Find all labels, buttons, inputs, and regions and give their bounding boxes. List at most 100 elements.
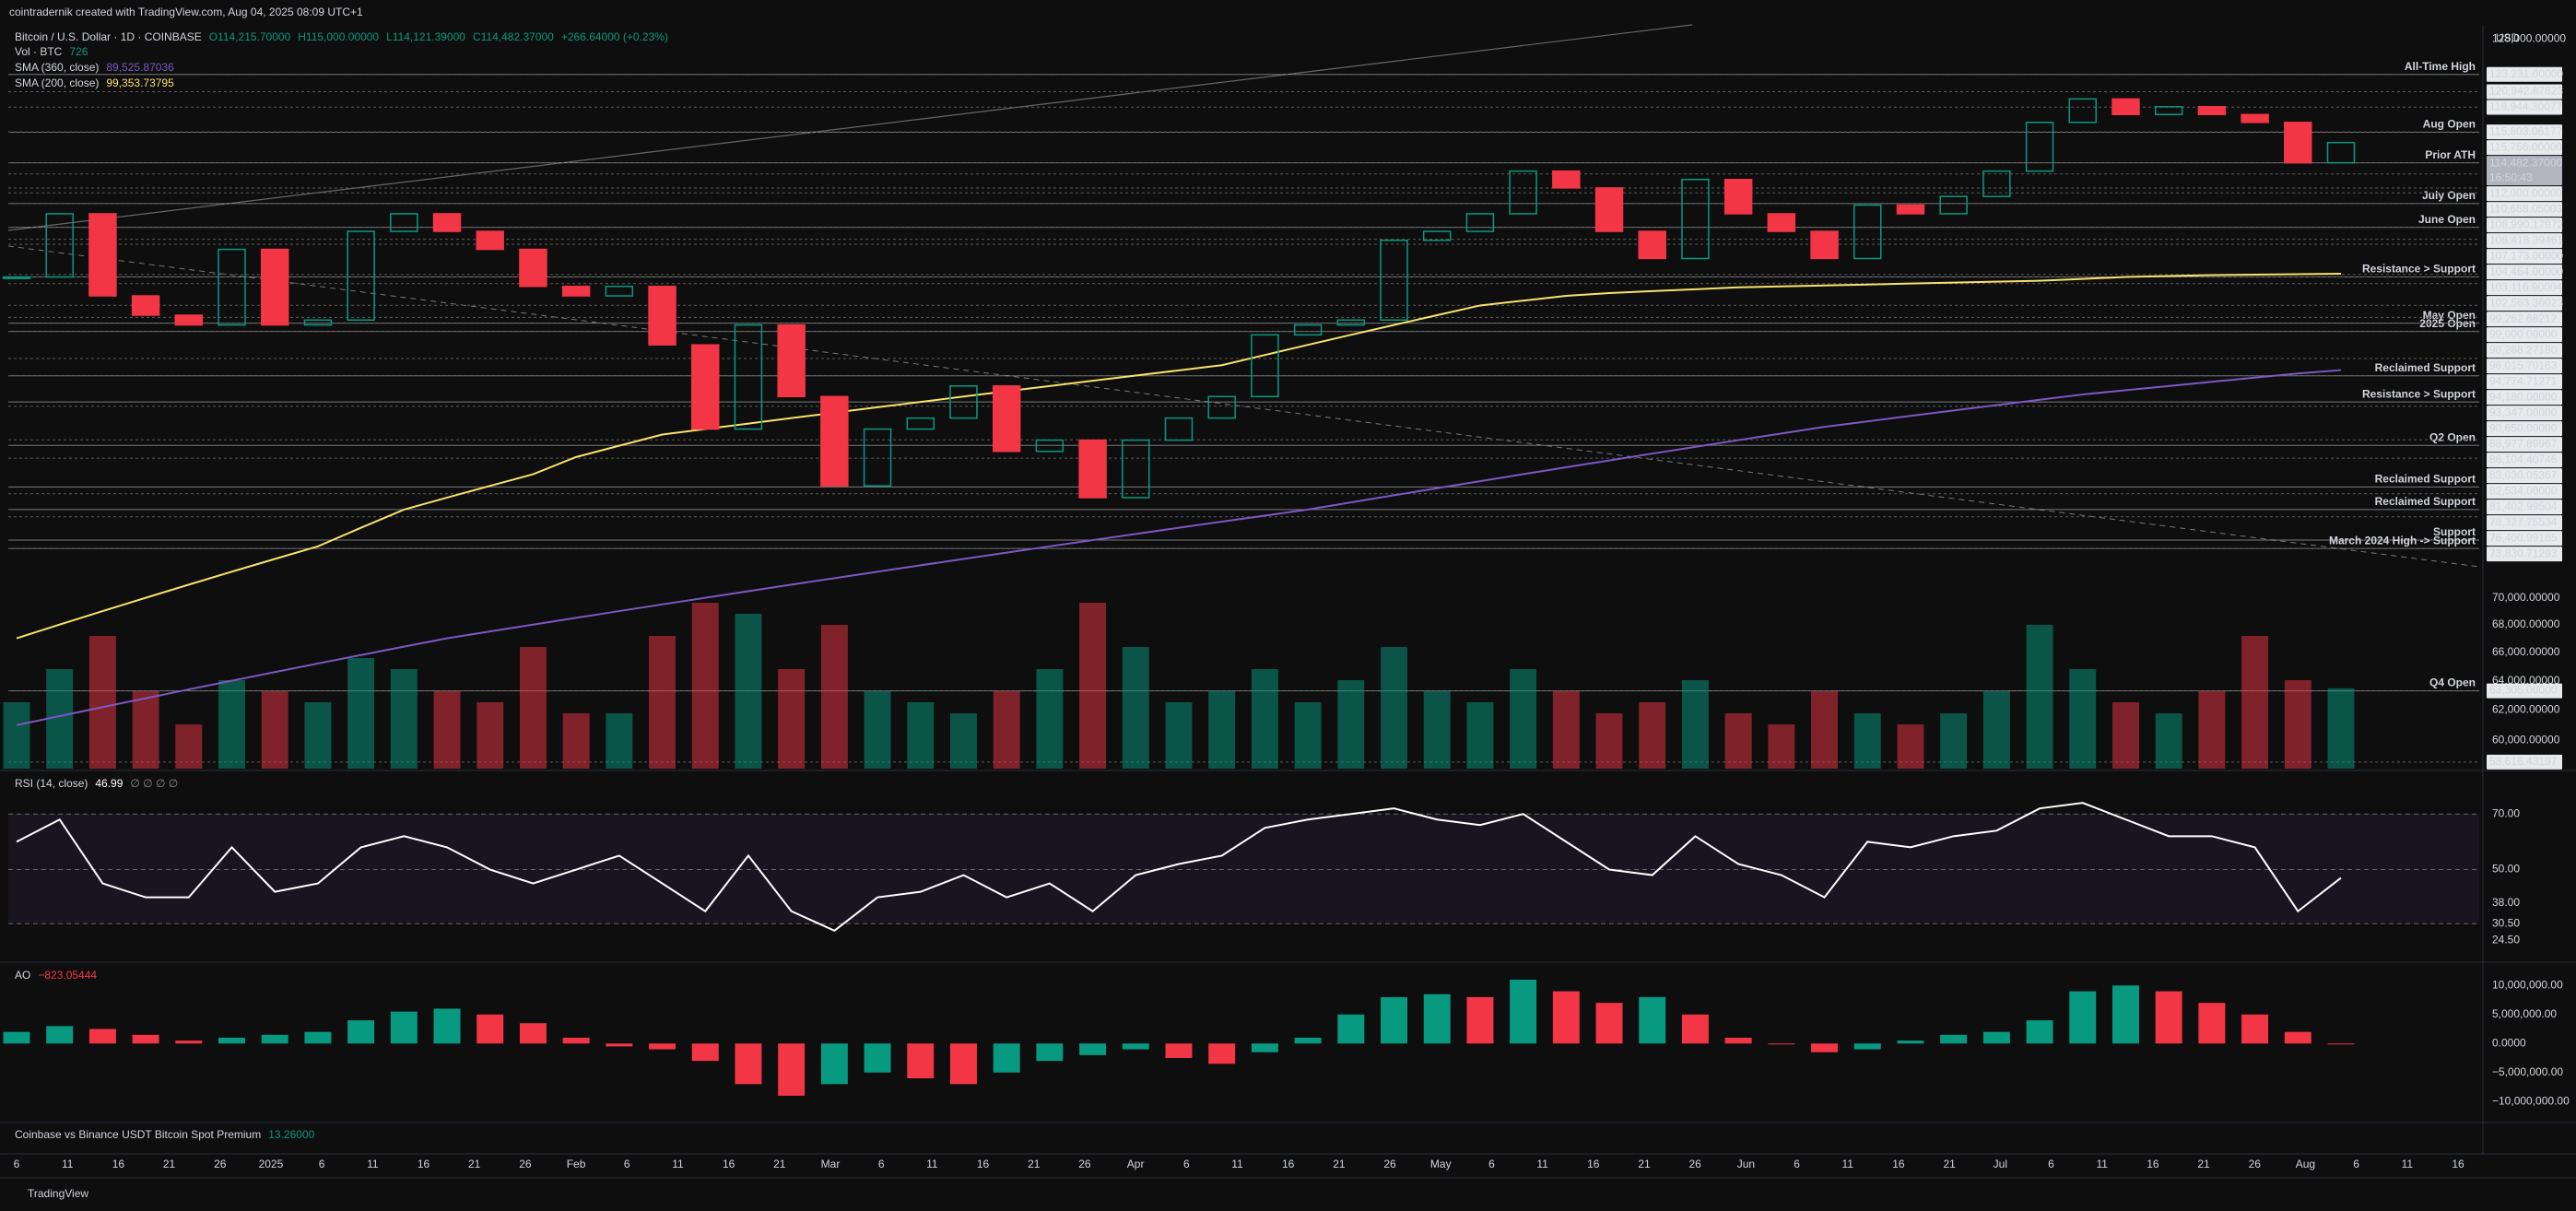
candle bbox=[303, 319, 333, 326]
candle bbox=[992, 385, 1021, 453]
rsi-tick-label: 70.00 bbox=[2492, 806, 2520, 819]
current-price-label: 114,482.37000 bbox=[2489, 156, 2563, 169]
candle bbox=[1767, 213, 1796, 232]
volume-bar bbox=[88, 636, 116, 769]
x-tick-label: 16 bbox=[418, 1158, 430, 1170]
level-label: Resistance > Support bbox=[2362, 387, 2476, 400]
price-mark-box bbox=[2487, 500, 2562, 515]
price-mark-label: 98,288.27180 bbox=[2489, 343, 2558, 356]
x-tick-label: 11 bbox=[1842, 1158, 1854, 1170]
volume-bar bbox=[2155, 713, 2182, 769]
rsi-tick-label: 30.50 bbox=[2492, 916, 2520, 929]
volume-bar bbox=[1510, 669, 1537, 769]
volume-bar bbox=[433, 691, 461, 769]
candle bbox=[1853, 204, 1882, 260]
ao-bar bbox=[691, 1043, 719, 1062]
y-tick-label: 60,000.00000 bbox=[2492, 734, 2560, 747]
ao-bar bbox=[2069, 991, 2097, 1044]
sma360-value: 89,525.87036 bbox=[106, 61, 174, 74]
price-mark-label: 110,658.05003 bbox=[2489, 202, 2563, 215]
price-mark-label: 86,104.40746 bbox=[2489, 453, 2558, 465]
candle bbox=[519, 248, 547, 288]
volume-bar bbox=[1337, 680, 1365, 769]
price-mark-box bbox=[2487, 359, 2562, 374]
candle bbox=[863, 428, 892, 487]
x-tick-label: 2025 bbox=[259, 1158, 284, 1170]
price-mark-box bbox=[2487, 515, 2562, 531]
ao-tick-label: 5,000,000.00 bbox=[2492, 1007, 2557, 1020]
candle bbox=[174, 314, 204, 326]
ao-bar bbox=[2284, 1031, 2311, 1044]
ao-bar bbox=[519, 1023, 547, 1044]
candle bbox=[2284, 122, 2312, 164]
y-tick-label: 64,000.00000 bbox=[2492, 674, 2560, 687]
volume-bar bbox=[347, 658, 375, 769]
candle bbox=[1207, 395, 1236, 419]
ao-bar bbox=[1036, 1043, 1064, 1062]
price-mark-label: 99,262.68212 bbox=[2489, 312, 2558, 324]
volume-bar bbox=[1595, 713, 1623, 769]
ao-bar bbox=[778, 1043, 806, 1096]
trendline bbox=[7, 24, 1693, 231]
sma-line bbox=[16, 272, 2342, 640]
price-mark-box bbox=[2487, 374, 2562, 390]
volume-bar bbox=[390, 669, 418, 769]
x-tick-label: 16 bbox=[977, 1158, 990, 1170]
ao-bar bbox=[1122, 1043, 1149, 1050]
footer: TradingView bbox=[28, 1187, 88, 1200]
volume-bar bbox=[1940, 713, 1968, 769]
level-label: July Open bbox=[2422, 189, 2476, 202]
candle bbox=[45, 213, 74, 278]
ao-bar bbox=[175, 1041, 203, 1044]
volume-bar bbox=[2241, 636, 2269, 769]
ao-bar bbox=[735, 1043, 762, 1085]
volume-bar bbox=[175, 724, 203, 769]
volume-bar bbox=[1466, 702, 1494, 769]
ao-bar bbox=[1466, 996, 1494, 1044]
ao-bar bbox=[1165, 1043, 1193, 1058]
candle bbox=[1638, 230, 1666, 260]
ao-bar bbox=[2241, 1014, 2269, 1044]
ao-bar bbox=[390, 1011, 418, 1044]
volume-bar bbox=[1639, 702, 1666, 769]
price-mark-label: 78,327.75534 bbox=[2489, 515, 2558, 528]
price-mark-box bbox=[2487, 84, 2562, 100]
change: +266.64000 (+0.23%) bbox=[561, 30, 668, 43]
candle bbox=[1552, 170, 1581, 189]
price-mark-label: 112,000.00000 bbox=[2489, 186, 2563, 199]
candle bbox=[2326, 141, 2356, 164]
volume-bar bbox=[218, 680, 245, 769]
x-tick-label: 26 bbox=[214, 1158, 227, 1170]
rsi-tick-label: 50.00 bbox=[2492, 863, 2520, 876]
price-mark-label: 108,990.17972 bbox=[2489, 218, 2563, 230]
price-mark-label: 120,942.87823 bbox=[2489, 85, 2563, 98]
price-mark-box bbox=[2487, 547, 2562, 562]
candle bbox=[2068, 98, 2098, 123]
level-label: May Open bbox=[2423, 309, 2476, 322]
candle bbox=[1164, 417, 1194, 441]
volume-bar bbox=[1208, 691, 1236, 769]
volume-bar bbox=[2026, 625, 2053, 769]
x-tick-label: 26 bbox=[1383, 1158, 1396, 1170]
volume-bar bbox=[864, 691, 891, 769]
candle bbox=[1896, 204, 1925, 215]
volume-bar bbox=[950, 713, 977, 769]
volume-bar bbox=[1036, 669, 1064, 769]
level-label: June Open bbox=[2418, 213, 2476, 226]
ao-label: AO bbox=[15, 969, 30, 982]
x-tick-label: 6 bbox=[14, 1158, 20, 1170]
ao-bar bbox=[88, 1029, 116, 1044]
x-tick-label: 6 bbox=[2048, 1158, 2054, 1170]
ao-bar bbox=[907, 1043, 935, 1079]
candle bbox=[1810, 230, 1839, 260]
ao-bar bbox=[304, 1031, 332, 1044]
x-tick-label: 11 bbox=[1536, 1158, 1548, 1170]
volume-legend: Vol · BTC 726 bbox=[15, 45, 88, 58]
x-tick-label: Mar bbox=[821, 1158, 841, 1170]
ao-bar bbox=[1510, 980, 1537, 1044]
x-tick-label: 6 bbox=[1794, 1158, 1800, 1170]
price-mark-box bbox=[2487, 453, 2562, 468]
x-tick-label: 21 bbox=[1943, 1158, 1956, 1170]
ao-bar bbox=[46, 1026, 74, 1044]
level-label: Q2 Open bbox=[2429, 430, 2476, 443]
